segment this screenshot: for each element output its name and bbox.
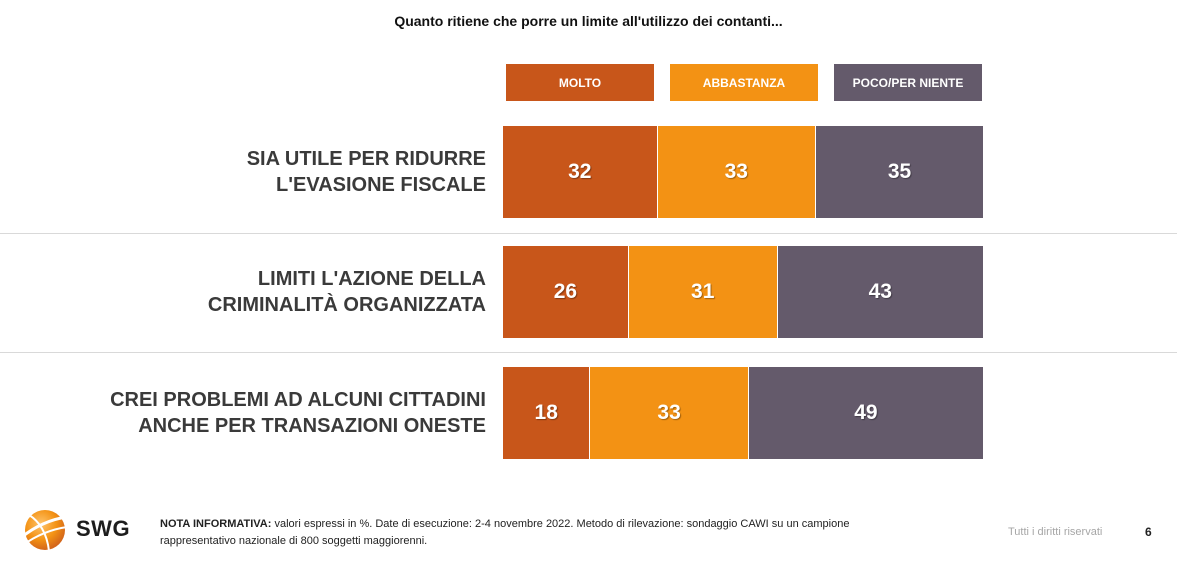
- category-label-line: ANCHE PER TRANSAZIONI ONESTE: [138, 415, 486, 437]
- data-label: 26: [553, 280, 578, 303]
- category-label-line: CRIMINALITÀ ORGANIZZATA: [207, 294, 486, 316]
- bar-segment: 33: [589, 367, 748, 459]
- swg-logo-text: SWG: [76, 516, 131, 541]
- rights-reserved: Tutti i diritti riservati: [1008, 526, 1103, 538]
- legend-item: MOLTO: [506, 64, 654, 101]
- row-divider: [0, 352, 1177, 353]
- data-label: 18: [534, 401, 558, 424]
- category-label: CREI PROBLEMI AD ALCUNI CITTADINI ANCHE P…: [106, 387, 486, 439]
- data-label: 32: [568, 160, 592, 183]
- data-label: 43: [868, 280, 892, 303]
- bar-segment: 26: [503, 246, 628, 338]
- data-label: 33: [724, 160, 748, 183]
- page-number: 6: [1145, 525, 1152, 539]
- data-label: 49: [854, 401, 878, 424]
- swg-logo-icon: [21, 510, 68, 552]
- note-line-1: valori espressi in %. Date di esecuzione…: [271, 518, 850, 530]
- methodology-note: NOTA INFORMATIVA: valori espressi in %. …: [160, 516, 950, 550]
- category-label-line: CREI PROBLEMI AD ALCUNI CITTADINI: [110, 389, 486, 411]
- data-label: 35: [887, 160, 912, 183]
- legend-item: POCO/PER NIENTE: [834, 64, 982, 101]
- legend-item: ABBASTANZA: [670, 64, 818, 101]
- row-divider: [0, 233, 1177, 234]
- category-label-line: SIA UTILE PER RIDURRE: [246, 148, 486, 170]
- data-label: 33: [657, 401, 681, 424]
- bar-segment: 33: [656, 126, 815, 218]
- bar-segment: 49: [747, 367, 983, 459]
- bar-segment: 31: [627, 246, 777, 338]
- data-label: 31: [691, 280, 715, 303]
- bar-segment: 32: [503, 126, 657, 218]
- category-label-line: LIMITI L'AZIONE DELLA: [257, 268, 486, 290]
- note-line-2: rappresentativo nazionale di 800 soggett…: [160, 535, 428, 547]
- category-label: SIA UTILE PER RIDURRE L'EVASIONE FISCALE: [106, 146, 486, 198]
- category-label-line: L'EVASIONE FISCALE: [276, 174, 486, 196]
- bar-segment: 18: [503, 367, 590, 459]
- bar-segment: 35: [815, 126, 983, 218]
- bar-segment: 43: [776, 246, 983, 338]
- chart-title: Quanto ritiene che porre un limite all'u…: [394, 13, 783, 29]
- note-label: NOTA INFORMATIVA:: [160, 518, 272, 530]
- category-label: LIMITI L'AZIONE DELLA CRIMINALITÀ ORGANIZ…: [106, 266, 486, 318]
